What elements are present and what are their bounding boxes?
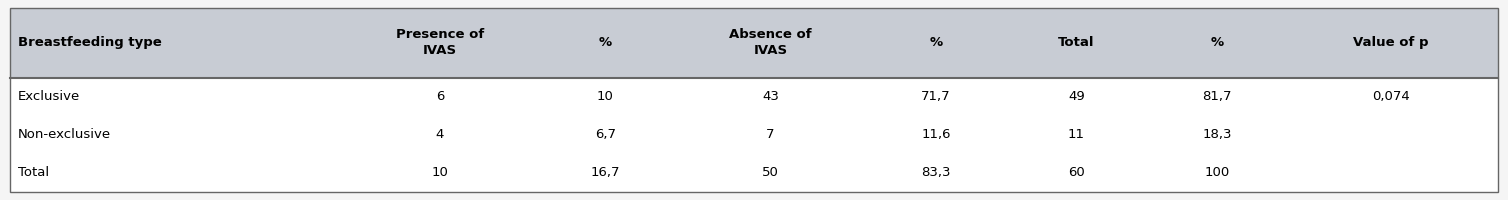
Text: 71,7: 71,7	[921, 90, 950, 103]
Text: Absence of
IVAS: Absence of IVAS	[730, 28, 811, 57]
Text: Presence of
IVAS: Presence of IVAS	[395, 28, 484, 57]
Text: 11: 11	[1068, 128, 1084, 141]
Text: Total: Total	[18, 166, 50, 179]
Text: 6,7: 6,7	[594, 128, 615, 141]
Text: 4: 4	[436, 128, 443, 141]
Text: 60: 60	[1068, 166, 1084, 179]
Text: Total: Total	[1059, 36, 1095, 49]
Text: Exclusive: Exclusive	[18, 90, 80, 103]
Text: 100: 100	[1205, 166, 1229, 179]
Text: 16,7: 16,7	[591, 166, 620, 179]
Text: 10: 10	[431, 166, 448, 179]
Text: 0,074: 0,074	[1372, 90, 1410, 103]
Text: %: %	[929, 36, 942, 49]
Text: 83,3: 83,3	[921, 166, 950, 179]
Bar	[11, 8, 1497, 78]
Text: 81,7: 81,7	[1202, 90, 1232, 103]
Text: 49: 49	[1068, 90, 1084, 103]
Text: 50: 50	[762, 166, 780, 179]
Text: 18,3: 18,3	[1202, 128, 1232, 141]
Text: %: %	[599, 36, 612, 49]
Text: Value of p: Value of p	[1353, 36, 1428, 49]
Text: 11,6: 11,6	[921, 128, 950, 141]
Text: Non-exclusive: Non-exclusive	[18, 128, 112, 141]
Bar	[11, 78, 1497, 192]
Text: 6: 6	[436, 90, 443, 103]
Text: 7: 7	[766, 128, 775, 141]
Text: Breastfeeding type: Breastfeeding type	[18, 36, 161, 49]
Text: 43: 43	[762, 90, 780, 103]
Text: %: %	[1211, 36, 1223, 49]
Text: 10: 10	[597, 90, 614, 103]
